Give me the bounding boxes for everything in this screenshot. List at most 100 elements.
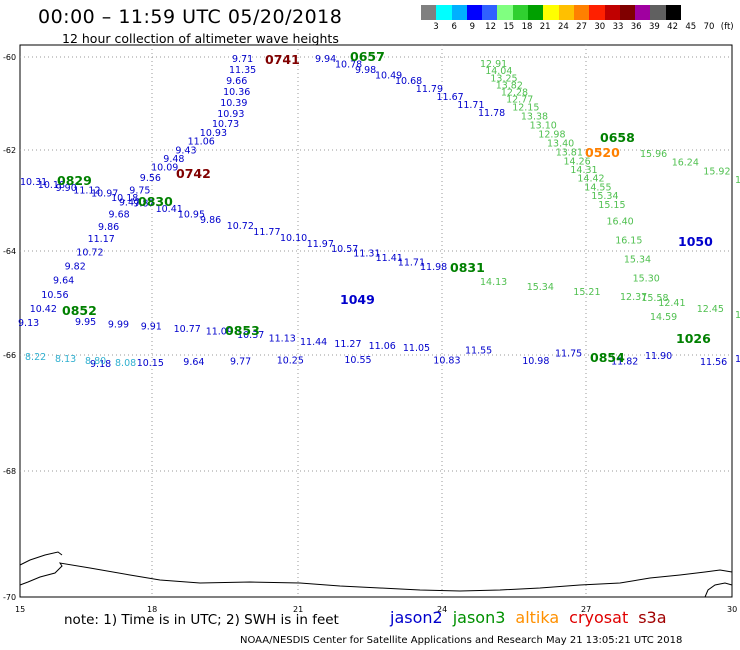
wave-height-value: 10.68	[395, 76, 422, 87]
legend-label: (ft)	[720, 22, 734, 32]
wave-height-value: 12.37	[620, 292, 647, 303]
axis-labels: -60 -62 -64 -66 -68 -70 15 18 21 24 27 30	[3, 53, 737, 614]
legend-swatch	[497, 5, 513, 20]
wave-height-value: 11.77	[253, 227, 280, 238]
pass-id-label: 0657	[350, 49, 385, 64]
wave-height-value: 16.15	[615, 236, 642, 247]
pass-id-label: 0742	[176, 166, 211, 181]
wave-height-value: 11.44	[300, 337, 327, 348]
wave-height-value: 9.18	[90, 359, 111, 370]
wave-height-value: 9.86	[200, 215, 221, 226]
wave-height-value: 9.95	[75, 317, 96, 328]
wave-height-value: 11.78	[478, 108, 505, 119]
wave-height-value: 9.91	[141, 322, 162, 333]
pass-id-label: 0741	[265, 52, 300, 67]
latitude-label: -66	[3, 351, 16, 360]
wave-height-value: 11.97	[307, 239, 334, 250]
wave-height-value: 15.34	[527, 282, 554, 293]
wave-height-value: 12.41	[658, 298, 685, 309]
wave-height-value: 10.72	[76, 248, 103, 259]
legend-swatch	[436, 5, 452, 20]
wave-height-value: 10.15	[137, 358, 164, 369]
wave-height-value: 10.55	[344, 355, 371, 366]
wave-height-value: 10.78	[335, 60, 362, 71]
wave-height-value: 10.41	[156, 204, 183, 215]
wave-height-value: 14.55	[584, 182, 611, 193]
wave-height-value: 11.35	[229, 65, 256, 76]
satellite-legend-item: altika	[515, 608, 560, 627]
wave-height-value: 11.09	[206, 327, 233, 338]
wave-height-value: 11.71	[398, 258, 425, 269]
wave-height-value: 9.77	[230, 356, 251, 367]
legend-label: 6	[451, 22, 457, 32]
wave-height-value: 10.83	[433, 356, 460, 367]
pass-id-label: 0520	[585, 145, 620, 160]
wave-height-value: 9.98	[355, 65, 376, 76]
wave-height-value: 14.26	[564, 156, 591, 167]
satellite-legend-item: jason2	[390, 608, 443, 627]
legend-label: 33	[612, 22, 624, 32]
wave-height-value: 9.87	[133, 198, 154, 209]
wave-height-value: 14.04	[485, 66, 512, 77]
wave-height-value: 10.77	[174, 324, 201, 335]
wave-height-value: 11.71	[457, 100, 484, 111]
longitude-label: 21	[293, 605, 303, 614]
wave-height-value: 11.05	[403, 343, 430, 354]
wave-height-value: 15.58	[641, 293, 668, 304]
legend-label: 15	[503, 22, 515, 32]
wave-height-value: 14.14	[735, 310, 740, 321]
wave-height-value: 14.42	[577, 174, 604, 185]
wave-height-value: 11.75	[555, 348, 582, 359]
pass-id-label: 0830	[138, 194, 173, 209]
wave-height-value: 12.28	[501, 88, 528, 99]
wave-height-value: 16.40	[607, 216, 634, 227]
wave-height-value: 11.55	[465, 345, 492, 356]
wave-height-value: 13.40	[547, 138, 574, 149]
wave-height-value: 9.66	[226, 76, 247, 87]
wave-height-value: 9.94	[315, 54, 336, 65]
wave-height-value: 9.71	[232, 54, 253, 65]
wave-height-value: 10.39	[220, 98, 247, 109]
legend-label: 42	[667, 22, 679, 32]
pass-id-label: 1049	[340, 292, 375, 307]
wave-height-value: 11.12	[73, 186, 100, 197]
wave-height-value: 10.72	[227, 221, 254, 232]
legend-swatch	[466, 5, 483, 20]
longitude-label: 15	[15, 605, 25, 614]
wave-height-value: 10.93	[200, 128, 227, 139]
pass-id-label: 0854	[590, 350, 625, 365]
longitude-label: 27	[581, 605, 591, 614]
wave-height-value: 10.98	[522, 356, 549, 367]
wave-height-value: 13.25	[490, 73, 517, 84]
wave-height-value: 10.42	[30, 304, 57, 315]
wave-height-value: 11.06	[369, 341, 396, 352]
wave-height-value: 11.13	[269, 334, 296, 345]
wave-height-value: 12.98	[538, 129, 565, 140]
pass-labels: 0741 0742 0657 0658 0829 0830 0831 0852 0853 0854…	[57, 49, 713, 365]
wave-height-value: 11.82	[611, 357, 638, 368]
wave-height-value: 10.97	[91, 189, 118, 200]
altimeter-tracks: 9.7111.359.6610.3610.3910.9310.7310.9311…	[18, 54, 740, 370]
satellite-legend-item: cryosat	[569, 608, 629, 627]
wave-height-value: 8.80	[85, 356, 106, 367]
wave-height-value: 15.96	[640, 149, 667, 160]
wave-height-value: 8.08	[115, 358, 136, 369]
legend-swatch	[604, 5, 620, 20]
pass-id-label: 1050	[678, 234, 713, 249]
satellite-legend: jason2 jason3 altika cryosat s3a	[390, 608, 667, 627]
satellite-legend-item: jason3	[452, 608, 506, 627]
wave-height-value: 11.67	[437, 92, 464, 103]
legend-swatch	[619, 5, 636, 20]
wave-height-value: 13.38	[521, 111, 548, 122]
wave-height-value: 9.56	[140, 173, 161, 184]
wave-height-value: 11.27	[334, 339, 361, 350]
wave-height-value: 10.18	[38, 180, 65, 191]
pass-id-label: 0658	[600, 130, 635, 145]
wave-height-value: 11.41	[376, 253, 403, 264]
wave-height-value: 11.90	[645, 351, 672, 362]
legend-label: 24	[557, 22, 569, 32]
wave-height-value: 8.13	[55, 354, 76, 365]
legend-label: 36	[630, 22, 642, 32]
wave-height-value: 9.64	[183, 357, 204, 368]
latitude-label: -62	[3, 146, 16, 155]
